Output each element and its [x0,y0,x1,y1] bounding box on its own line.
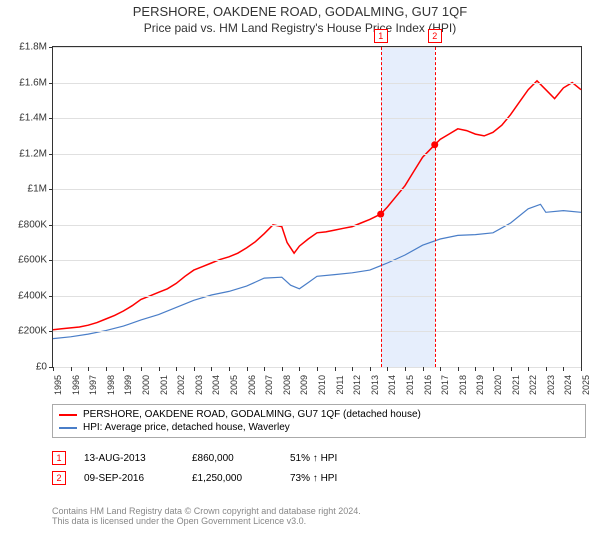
annotation-date: 09-SEP-2016 [84,473,174,484]
annotation-row: 2 09-SEP-2016 £1,250,000 73% ↑ HPI [52,468,337,488]
x-tick-label: 2012 [352,375,362,395]
x-tick-label: 1997 [88,375,98,395]
sale-marker-line [381,47,382,367]
x-tick-label: 2013 [370,375,380,395]
grid-line [53,118,581,119]
grid-line [53,189,581,190]
legend-item: PERSHORE, OAKDENE ROAD, GODALMING, GU7 1… [59,408,579,421]
annotation-price: £860,000 [192,453,272,464]
legend-swatch [59,427,77,429]
x-tick-label: 2023 [546,375,556,395]
legend: PERSHORE, OAKDENE ROAD, GODALMING, GU7 1… [52,404,586,438]
sales-annotation-table: 1 13-AUG-2013 £860,000 51% ↑ HPI 2 09-SEP-201… [52,448,337,488]
y-tick-label: £600K [18,255,47,266]
grid-line [53,83,581,84]
annotation-delta: 73% ↑ HPI [290,473,337,484]
y-tick-label: £1.6M [19,77,47,88]
chart-title: PERSHORE, OAKDENE ROAD, GODALMING, GU7 1… [0,0,600,19]
x-tick-label: 2021 [511,375,521,395]
y-tick-label: £1.4M [19,113,47,124]
grid-line [53,225,581,226]
annotation-price: £1,250,000 [192,473,272,484]
chart-subtitle: Price paid vs. HM Land Registry's House … [0,19,600,41]
footer-line-2: This data is licensed under the Open Gov… [52,516,361,526]
y-tick-label: £1M [28,184,47,195]
sale-marker-label: 2 [428,29,442,43]
x-tick-label: 2009 [299,375,309,395]
x-tick-label: 2004 [211,375,221,395]
x-tick-label: 2015 [405,375,415,395]
x-tick-label: 2005 [229,375,239,395]
x-tick-label: 2025 [581,375,591,395]
annotation-marker: 1 [52,451,66,465]
x-tick-label: 2002 [176,375,186,395]
sale-marker-label: 1 [374,29,388,43]
x-tick-label: 2019 [475,375,485,395]
x-tick-label: 2003 [194,375,204,395]
annotation-delta: 51% ↑ HPI [290,453,337,464]
grid-line [53,331,581,332]
x-tick-label: 2008 [282,375,292,395]
y-tick-label: £400K [18,290,47,301]
footer-line-1: Contains HM Land Registry data © Crown c… [52,506,361,516]
x-tick-label: 2024 [563,375,573,395]
x-tick-label: 2016 [423,375,433,395]
legend-item: HPI: Average price, detached house, Wave… [59,421,579,434]
y-tick-label: £1.2M [19,148,47,159]
y-tick-label: £200K [18,326,47,337]
x-tick-label: 1998 [106,375,116,395]
grid-line [53,260,581,261]
x-tick-label: 2000 [141,375,151,395]
y-tick-label: £1.8M [19,42,47,53]
x-tick-label: 1995 [53,375,63,395]
x-tick-label: 2007 [264,375,274,395]
x-tick-label: 1996 [71,375,81,395]
x-tick-label: 2018 [458,375,468,395]
footer-text: Contains HM Land Registry data © Crown c… [52,506,361,526]
x-tick-label: 2001 [159,375,169,395]
x-tick-label: 1999 [123,375,133,395]
x-tick-label: 2014 [387,375,397,395]
grid-line [53,47,581,48]
annotation-row: 1 13-AUG-2013 £860,000 51% ↑ HPI [52,448,337,468]
x-tick-label: 2011 [335,375,345,394]
y-tick-label: £800K [18,219,47,230]
x-tick-label: 2022 [528,375,538,395]
x-tick-label: 2006 [247,375,257,395]
sale-marker-line [435,47,436,367]
legend-label: HPI: Average price, detached house, Wave… [83,422,290,433]
chart-lines [53,47,581,367]
grid-line [53,296,581,297]
annotation-date: 13-AUG-2013 [84,453,174,464]
x-tick-label: 2020 [493,375,503,395]
x-tick-label: 2010 [317,375,327,395]
y-tick-label: £0 [36,362,47,373]
legend-label: PERSHORE, OAKDENE ROAD, GODALMING, GU7 1… [83,409,421,420]
grid-line [53,154,581,155]
annotation-marker: 2 [52,471,66,485]
x-tick-label: 2017 [440,375,450,395]
chart-container: PERSHORE, OAKDENE ROAD, GODALMING, GU7 1… [0,0,600,560]
legend-swatch [59,414,77,416]
plot-area: £0£200K£400K£600K£800K£1M£1.2M£1.4M£1.6M… [52,46,582,368]
